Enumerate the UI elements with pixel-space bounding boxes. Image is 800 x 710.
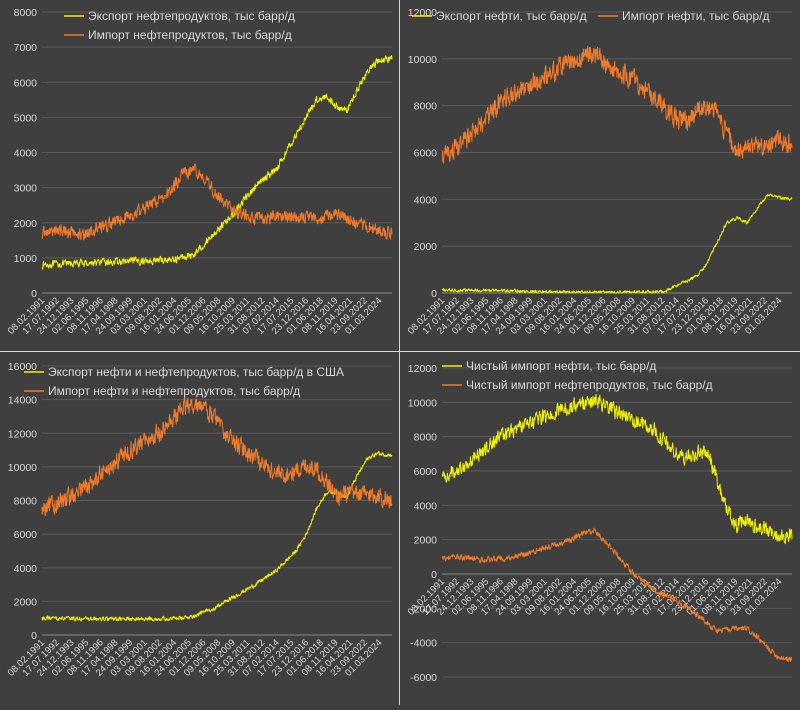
y-tick-label: 14000 xyxy=(8,395,37,407)
y-tick-label: 12000 xyxy=(408,363,437,375)
series-line-yellow xyxy=(41,55,393,270)
y-tick-label: 1000 xyxy=(14,253,38,265)
gridlines xyxy=(42,11,392,294)
y-tick-label: -2000 xyxy=(410,603,437,615)
y-tick-label: 8000 xyxy=(14,496,38,508)
chart-panel-top-right: 0 2000 4000 6000 8000 10000 12000 08.02.1991 17.… xyxy=(400,0,800,351)
y-tick-label: 4000 xyxy=(414,500,438,512)
y-tick-label: 2000 xyxy=(414,535,438,547)
legend-label: Чистый импорт нефтепродуктов, тыс барр/д xyxy=(466,378,713,392)
series-line-orange xyxy=(41,396,393,517)
y-tick-label: 10000 xyxy=(408,54,437,66)
chart-panel-bottom-right: -6000 -4000 -2000 0 2000 4000 6000 8000 10000 120… xyxy=(400,352,800,705)
y-tick-label: 0 xyxy=(31,630,37,642)
vertical-divider xyxy=(399,0,400,705)
y-tick-label: 8000 xyxy=(14,7,38,19)
gridlines xyxy=(42,365,392,636)
legend-entry: Импорт нефти, тыс барр/д xyxy=(598,9,769,23)
y-tick-label: 5000 xyxy=(14,112,38,124)
series-line-yellow xyxy=(441,393,793,545)
series-line-orange xyxy=(441,527,793,663)
y-tick-label: 16000 xyxy=(8,361,37,373)
y-tick-label: 10000 xyxy=(8,462,37,474)
total-trade-chart: 020004000600080001000012000140001600008.… xyxy=(6,361,393,679)
legend-entry: Импорт нефти и нефтепродуктов, тыс барр/… xyxy=(24,384,300,398)
series-line-orange xyxy=(441,45,793,164)
y-tick-label: 8000 xyxy=(414,101,438,113)
legend-entry: Экспорт нефти и нефтепродуктов, тыс барр… xyxy=(24,365,344,379)
legend-entry: Экспорт нефтепродуктов, тыс барр/д xyxy=(64,9,295,23)
crude-trade-chart: 02000400060008000100001200008.02.199117.… xyxy=(406,7,793,337)
series-line-yellow xyxy=(441,193,793,294)
y-tick-label: 10000 xyxy=(408,397,437,409)
legend-label: Импорт нефтепродуктов, тыс барр/д xyxy=(88,28,292,42)
y-tick-label: 6000 xyxy=(14,77,38,89)
y-tick-label: 12000 xyxy=(408,7,437,19)
gridlines xyxy=(442,367,792,678)
legend-label: Чистый импорт нефти, тыс барр/д xyxy=(466,359,656,373)
series-line-yellow xyxy=(41,450,393,622)
y-tick-label: 0 xyxy=(31,288,37,300)
y-tick-label: 2000 xyxy=(14,596,38,608)
y-tick-label: 3000 xyxy=(14,183,38,195)
product-trade-chart: 01000200030004000500060007000800008.02.1… xyxy=(6,7,393,337)
y-tick-label: 2000 xyxy=(414,241,438,253)
y-tick-label: 6000 xyxy=(414,148,438,160)
y-tick-label: 2000 xyxy=(14,218,38,230)
legend-label: Экспорт нефти, тыс барр/д xyxy=(436,9,587,23)
y-tick-label: 4000 xyxy=(14,563,38,575)
chart-panel-bottom-left: 0 2000 4000 6000 8000 10000 12000 14000 16000 08.… xyxy=(0,352,399,705)
legend-entry: Импорт нефтепродуктов, тыс барр/д xyxy=(64,28,292,42)
y-tick-label: 0 xyxy=(431,569,437,581)
net-import-chart: -6000 -4000 -2000 0 2000 4000 6000 8000 10000 120… xyxy=(406,359,793,684)
y-tick-label: 4000 xyxy=(14,148,38,160)
legend-label: Импорт нефти и нефтепродуктов, тыс барр/… xyxy=(48,384,300,398)
y-tick-label: 4000 xyxy=(414,194,438,206)
series-line-orange xyxy=(41,163,393,241)
legend-entry: Чистый импорт нефти, тыс барр/д xyxy=(442,359,656,373)
horizontal-divider xyxy=(0,351,800,352)
y-tick-label: 12000 xyxy=(8,428,37,440)
legend-entry: Экспорт нефти, тыс барр/д xyxy=(412,9,587,23)
y-tick-label: 6000 xyxy=(414,466,438,478)
y-tick-label: -4000 xyxy=(410,638,437,650)
y-tick-label: -6000 xyxy=(410,672,437,684)
y-tick-label: 0 xyxy=(431,288,437,300)
legend-label: Экспорт нефтепродуктов, тыс барр/д xyxy=(88,9,295,23)
legend-entry: Чистый импорт нефтепродуктов, тыс барр/д xyxy=(442,378,713,392)
y-tick-label: 6000 xyxy=(14,529,38,541)
y-tick-label: 8000 xyxy=(414,432,438,444)
y-tick-label: 7000 xyxy=(14,42,38,54)
chart-panel-top-left: 0 1000 2000 3000 4000 5000 6000 7000 8000 08.02.1… xyxy=(0,0,399,351)
legend-label: Экспорт нефти и нефтепродуктов, тыс барр… xyxy=(48,365,344,379)
legend-label: Импорт нефти, тыс барр/д xyxy=(622,9,769,23)
